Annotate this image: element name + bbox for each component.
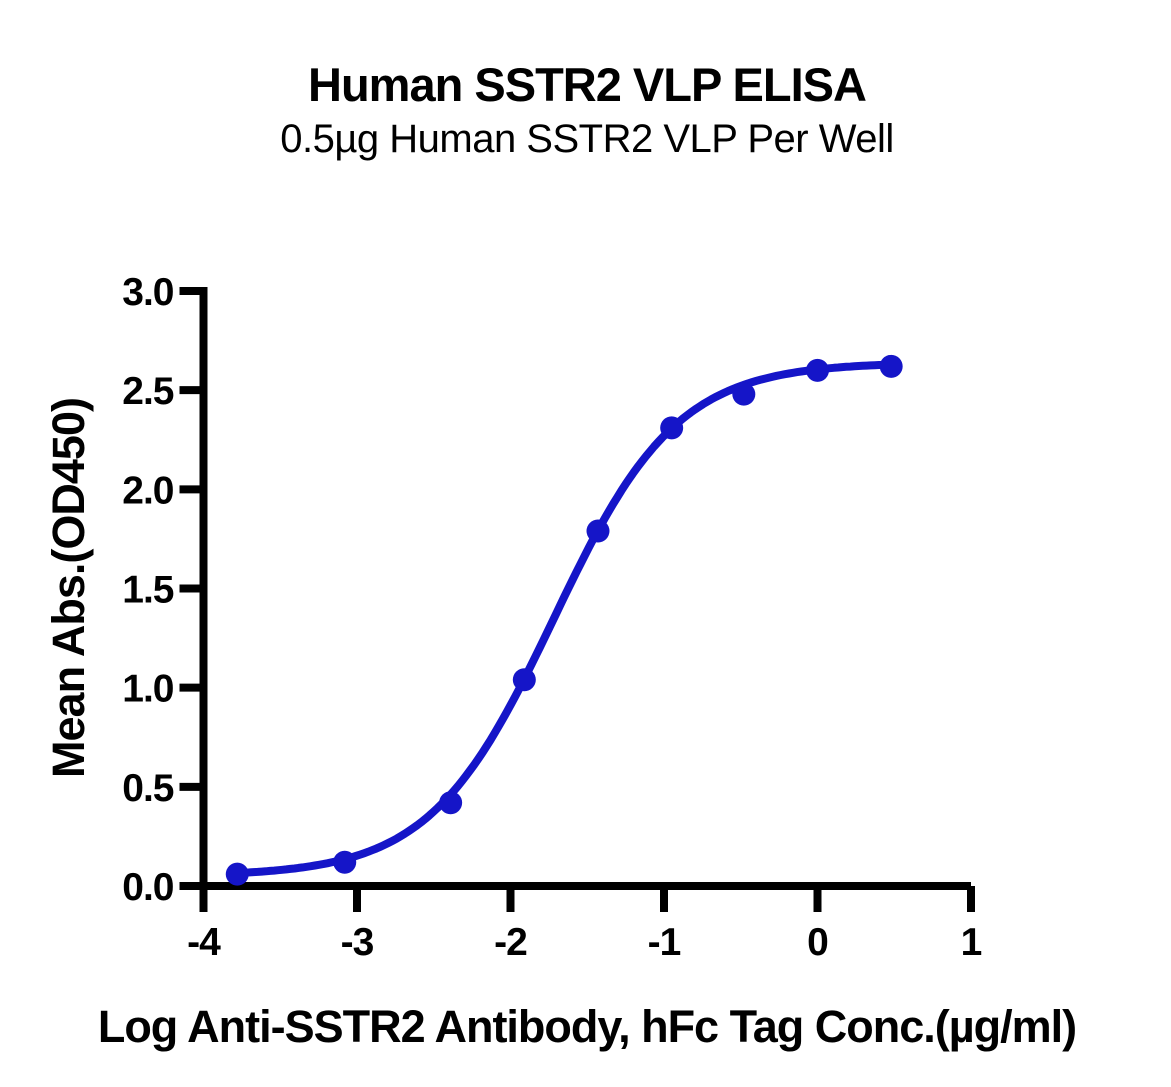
- x-tick-label: -3: [341, 921, 374, 964]
- x-tick-label: -1: [648, 921, 681, 964]
- data-point: [806, 358, 829, 382]
- x-tick-label: -2: [494, 921, 527, 964]
- y-axis-title: Mean Abs.(OD450): [43, 398, 94, 778]
- axis-spine: [199, 287, 971, 890]
- data-point: [439, 791, 463, 815]
- fit-curve: [233, 360, 896, 877]
- y-tick-label: 1.5: [122, 569, 174, 612]
- chart-subtitle: 0.5µg Human SSTR2 VLP Per Well: [280, 117, 894, 161]
- x-tick-label: 0: [807, 921, 828, 964]
- x-tick-label: -4: [187, 921, 221, 964]
- y-tick-label: 0.0: [122, 866, 174, 909]
- y-tick-label: 1.0: [122, 668, 174, 711]
- data-point: [333, 850, 357, 874]
- x-tick-label: 1: [961, 921, 982, 964]
- data-point: [732, 382, 756, 406]
- y-tick-label: 3.0: [122, 271, 174, 314]
- y-axis-tick-marks: [179, 287, 204, 890]
- y-tick-label: 2.0: [122, 469, 174, 512]
- data-point: [512, 668, 536, 692]
- y-axis-tick-labels: 0.0 0.5 1.0 1.5 2.0 2.5 3.0: [122, 271, 175, 909]
- x-axis-title: Log Anti-SSTR2 Antibody, hFc Tag Conc.(µ…: [98, 1001, 1076, 1052]
- data-points: [225, 354, 903, 886]
- data-point: [586, 519, 610, 543]
- y-tick-label: 2.5: [122, 370, 174, 413]
- chart-title: Human SSTR2 VLP ELISA: [308, 58, 866, 111]
- x-axis-tick-marks: [199, 886, 975, 912]
- data-point: [879, 354, 903, 378]
- x-axis-tick-labels: -4 -3 -2 -1 0 1: [187, 921, 982, 964]
- data-point: [225, 862, 249, 886]
- y-tick-label: 0.5: [122, 767, 174, 810]
- data-point: [660, 416, 684, 440]
